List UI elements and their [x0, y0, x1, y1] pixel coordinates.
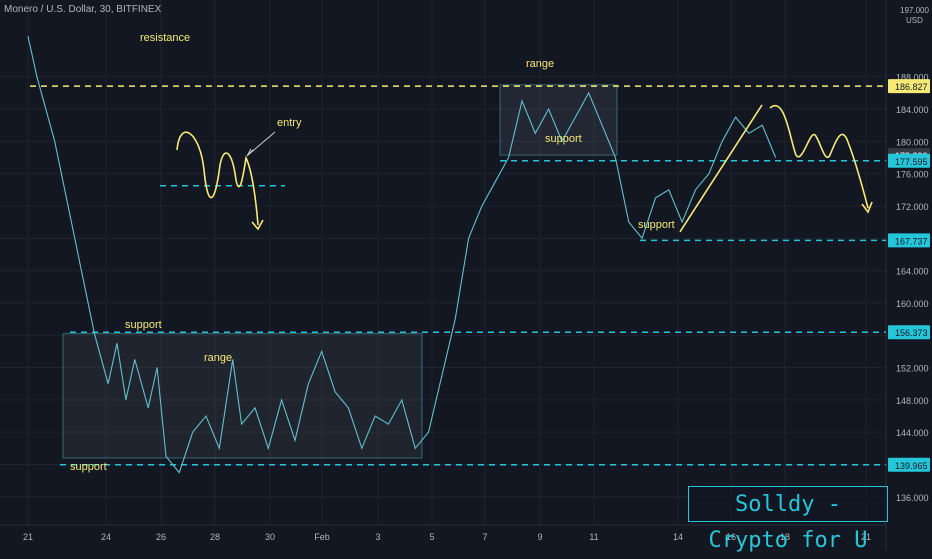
x-tick-label: 28: [210, 532, 220, 542]
x-tick-label: Feb: [314, 532, 330, 542]
y-tick-label: 184.000: [896, 105, 929, 115]
yellow-wave-left: [176, 131, 259, 226]
range-boxes: [62, 84, 618, 459]
yellow-drawings: [160, 104, 873, 233]
x-tick-label: 11: [589, 532, 598, 542]
x-tick-label: 26: [156, 532, 166, 542]
price-tag: 156.373: [895, 328, 928, 338]
range-box-1: [62, 333, 423, 459]
x-tick-label: 5: [429, 532, 434, 542]
entry-pointer-head: [246, 148, 254, 157]
level-labels: resistance support support support support en…: [70, 32, 675, 473]
horizontal-levels: [30, 85, 886, 466]
y-tick-label: 160.000: [896, 299, 929, 309]
arrow-head-right: [861, 201, 873, 214]
y-tick-label: 136.000: [896, 493, 929, 503]
y-tick-label: 148.000: [896, 396, 929, 406]
level-label: support: [125, 319, 162, 331]
price-tag-bg: [888, 233, 930, 248]
price-tag-bg: [888, 79, 930, 94]
arrow-head-left: [251, 219, 264, 231]
trend-line: [679, 104, 763, 233]
level-label: support: [638, 219, 675, 231]
price-tag-bg: [888, 325, 930, 340]
y-tick-label: 176.000: [896, 170, 929, 180]
y-tick-label: 172.000: [896, 202, 929, 212]
x-tick-label: 7: [482, 532, 487, 542]
annotation-label: range: [526, 58, 554, 70]
symbol-title: Monero / U.S. Dollar, 30, BITFINEX: [4, 4, 162, 15]
top-tick-label: 197.000: [900, 6, 929, 15]
range-box-2: [499, 84, 618, 156]
level-label: resistance: [140, 32, 190, 44]
annotation-label: range: [204, 352, 232, 364]
x-tick-label: 3: [375, 532, 380, 542]
x-tick-label: 9: [537, 532, 542, 542]
price-line: [27, 36, 777, 474]
x-tick-label: 30: [265, 532, 275, 542]
price-tag-bg: [888, 457, 930, 472]
y-tick-label: 144.000: [896, 428, 929, 438]
x-tick-label: 14: [673, 532, 683, 542]
currency-label: USD: [906, 16, 923, 25]
axis-currency: 197.000 USD: [900, 6, 929, 26]
x-axis[interactable]: 21 24 26 28 30 Feb 3 5 7 9 11 14 16 18 21: [23, 532, 871, 542]
y-tick-label: 152.000: [896, 364, 929, 374]
chart-grid: [0, 0, 887, 550]
annotation-label: entry: [277, 117, 302, 129]
x-tick-label: 21: [861, 532, 871, 542]
price-tag-bg: [888, 153, 930, 168]
y-axis[interactable]: 136.000140.000144.000148.000152.000156.0…: [888, 73, 930, 503]
yellow-wave-right: [769, 104, 869, 209]
brand-watermark: Solldy - Crypto for U: [688, 486, 888, 553]
level-label: support: [545, 133, 582, 145]
price-tag: 139.965: [895, 461, 928, 471]
y-tick-label: 164.000: [896, 267, 929, 277]
y-tick-label: 180.000: [896, 137, 929, 147]
x-tick-label: 18: [780, 532, 790, 542]
y-tick-label: 188.000: [896, 73, 929, 83]
price-tag: 177.595: [895, 157, 928, 167]
price-tag: 167.737: [895, 236, 928, 246]
x-tick-label: 21: [23, 532, 33, 542]
level-label: support: [70, 461, 107, 473]
price-tag: 186.827: [895, 82, 928, 92]
x-tick-label: 16: [726, 532, 736, 542]
x-tick-label: 24: [101, 532, 111, 542]
